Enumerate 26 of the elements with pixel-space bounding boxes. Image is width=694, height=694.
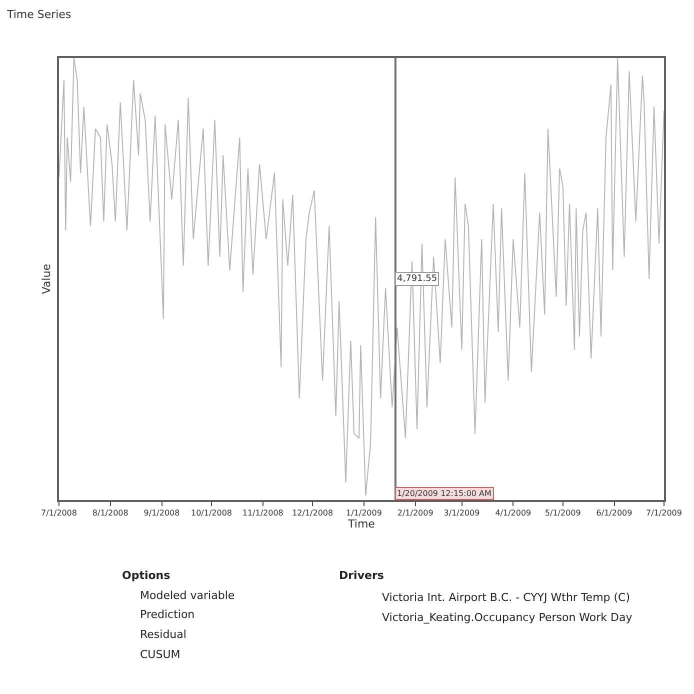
x-tick-label: 8/1/2008 [92, 508, 128, 518]
x-tick-label: 10/1/2008 [190, 508, 232, 518]
text: CUSUM [140, 648, 180, 661]
x-tick-label: 5/1/2009 [544, 508, 581, 518]
text: Residual [140, 628, 186, 641]
text: Victoria Int. Airport B.C. - CYYJ Wthr Temp (C) [382, 591, 630, 604]
text: Modeled variable [140, 589, 235, 602]
x-tick-label: 2/1/2009 [397, 508, 434, 518]
x-tick-label: 7/1/2008 [41, 508, 77, 518]
text: Options [122, 569, 171, 582]
x-axis-title: Time [347, 518, 376, 531]
annotation: 4,791.55 [397, 274, 438, 284]
x-tick-label: 11/1/2008 [242, 508, 284, 518]
x-tick-label: 6/1/2009 [596, 508, 632, 518]
ref-line-label: 1/20/2009 12:15:00 AM [397, 489, 492, 498]
x-tick-label: 3/1/2009 [444, 508, 480, 518]
y-axis-title: Value [40, 264, 54, 294]
text: Prediction [140, 608, 195, 621]
x-tick-label: 1/1/2009 [346, 508, 382, 518]
x-tick-label: 12/1/2008 [292, 508, 334, 518]
x-tick-label: 9/1/2008 [144, 508, 180, 518]
x-tick-label: 4/1/2009 [495, 508, 532, 518]
text: Victoria_Keating.Occupancy Person Work Day [382, 611, 633, 624]
x-tick-label: 7/1/2009 [646, 508, 682, 518]
text: Drivers [339, 569, 384, 582]
chart-title: Time Series [6, 8, 72, 22]
